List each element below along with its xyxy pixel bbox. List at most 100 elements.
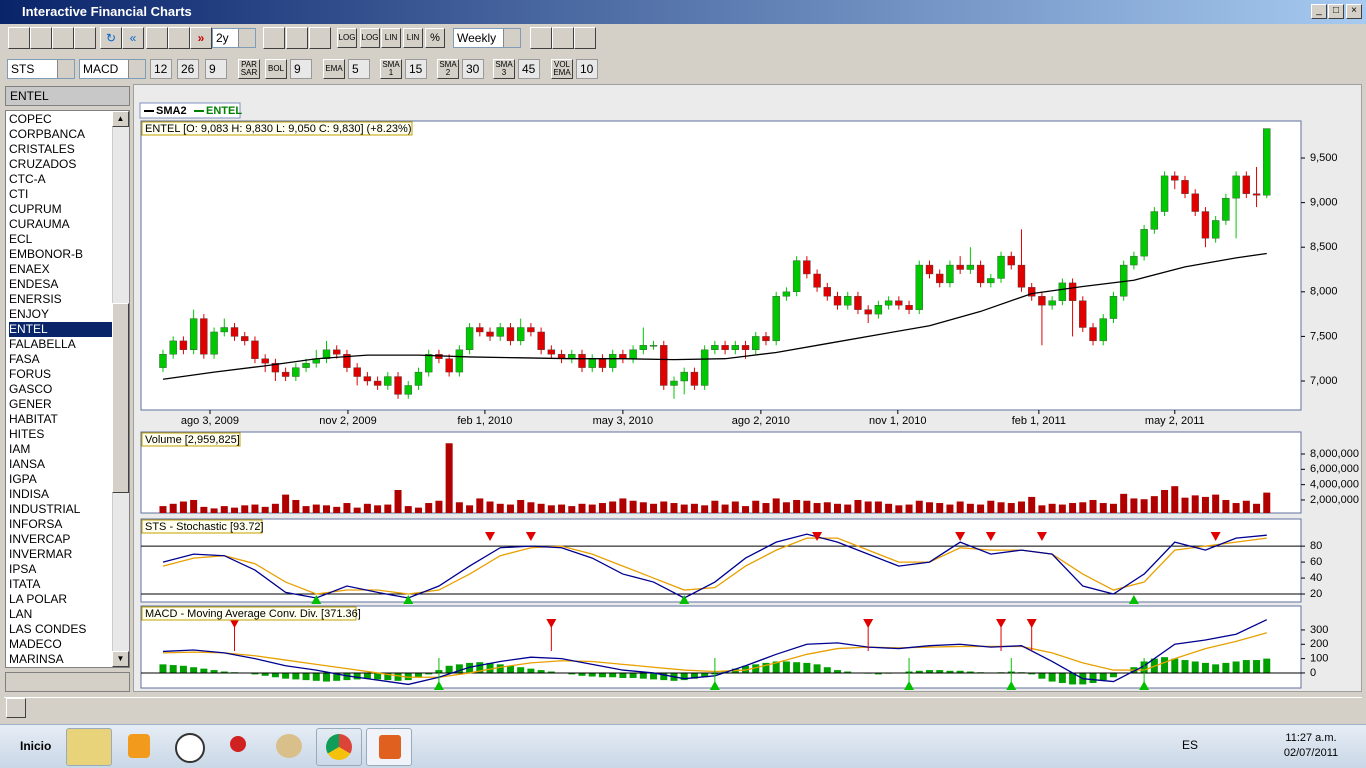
taskbar-app[interactable]: [66, 728, 112, 766]
ticker[interactable]: ECL: [9, 232, 33, 246]
ticker[interactable]: INVERCAP: [9, 532, 71, 546]
scale-button[interactable]: LIN: [381, 28, 401, 48]
forward-button[interactable]: »: [190, 27, 212, 49]
tool-button[interactable]: [552, 27, 574, 49]
taskbar-app[interactable]: [116, 728, 162, 766]
ticker[interactable]: HITES: [9, 427, 45, 441]
bar-chart-button[interactable]: [286, 27, 308, 49]
ticker[interactable]: HABITAT: [9, 412, 58, 426]
param-input[interactable]: 10: [576, 59, 598, 79]
time: 11:27 a.m.: [1285, 732, 1337, 744]
ticker[interactable]: CRISTALES: [9, 142, 75, 156]
minimize[interactable]: _: [1311, 4, 1327, 19]
line-chart-button[interactable]: [263, 27, 285, 49]
fit-button[interactable]: [6, 698, 26, 718]
ticker[interactable]: INDUSTRIAL: [9, 502, 81, 516]
scroll-down[interactable]: ▼: [112, 651, 129, 667]
param-input[interactable]: 9: [205, 59, 227, 79]
ticker[interactable]: INDISA: [9, 487, 50, 501]
indicator-button[interactable]: VOL EMA: [551, 59, 573, 79]
clock[interactable]: 11:27 a.m. 02/07/2011: [1276, 731, 1346, 763]
ticker[interactable]: MADECO: [9, 637, 62, 651]
param-input[interactable]: 45: [518, 59, 540, 79]
ticker[interactable]: IPSA: [9, 562, 37, 576]
scroll-up[interactable]: ▲: [112, 111, 129, 127]
ticker[interactable]: ENTEL: [9, 322, 113, 337]
study-select[interactable]: STS: [7, 59, 75, 79]
indicator-button[interactable]: BOL: [265, 59, 287, 79]
close[interactable]: ×: [1346, 4, 1362, 19]
scroll-thumb[interactable]: [112, 303, 129, 493]
ticker[interactable]: ENJOY: [9, 307, 50, 321]
ticker[interactable]: ENERSIS: [9, 292, 62, 306]
ticker[interactable]: LAS CONDES: [9, 622, 87, 636]
param-input[interactable]: 26: [177, 59, 199, 79]
param-input[interactable]: 5: [348, 59, 370, 79]
ticker[interactable]: FORUS: [9, 367, 51, 381]
ticker[interactable]: CRUZADOS: [9, 157, 77, 171]
ticker[interactable]: ITATA: [9, 577, 41, 591]
indicator-button[interactable]: SMA 3: [493, 59, 515, 79]
tool-button[interactable]: [530, 27, 552, 49]
ticker[interactable]: IAM: [9, 442, 31, 456]
ticker[interactable]: CORPBANCA: [9, 127, 86, 141]
ticker[interactable]: CTI: [9, 187, 29, 201]
ticker[interactable]: LA POLAR: [9, 592, 68, 606]
tool-button[interactable]: [74, 27, 96, 49]
tool-button[interactable]: [8, 27, 30, 49]
ticker[interactable]: LAN: [9, 607, 33, 621]
zoom-in[interactable]: [146, 27, 168, 49]
start-button[interactable]: Inicio: [2, 730, 54, 762]
study-select[interactable]: MACD: [79, 59, 146, 79]
maximize[interactable]: □: [1328, 4, 1344, 19]
taskbar-app[interactable]: [166, 728, 212, 766]
ticker[interactable]: IANSA: [9, 457, 46, 471]
interval-select[interactable]: Weekly: [453, 28, 521, 48]
taskbar-app[interactable]: [216, 728, 262, 766]
back-button[interactable]: «: [122, 27, 144, 49]
tool-button[interactable]: [574, 27, 596, 49]
start-label: Inicio: [20, 739, 52, 753]
indicator-button[interactable]: SMA 1: [380, 59, 402, 79]
tool-button[interactable]: [30, 27, 52, 49]
ticker[interactable]: CUPRUM: [9, 202, 62, 216]
period-select[interactable]: 2y: [212, 28, 256, 48]
refresh-button[interactable]: ↻: [100, 27, 122, 49]
ticker[interactable]: ENDESA: [9, 277, 59, 291]
taskbar-app[interactable]: [266, 728, 312, 766]
zoom-out[interactable]: [168, 27, 190, 49]
param-input[interactable]: 30: [462, 59, 484, 79]
indicator: SMA 3: [495, 60, 513, 77]
ticker[interactable]: EMBONOR-B: [9, 247, 84, 261]
candle-chart-button[interactable]: [309, 27, 331, 49]
ticker[interactable]: INFORSA: [9, 517, 63, 531]
scale-button[interactable]: LIN: [403, 28, 423, 48]
ticker-list: COPEC CORPBANCA CRISTALES CRUZADOS CTC-A CTI C…: [5, 110, 130, 668]
indicator-button[interactable]: EMA: [323, 59, 345, 79]
ticker[interactable]: CURAUMA: [9, 217, 70, 231]
ticker[interactable]: IGPA: [9, 472, 37, 486]
ticker[interactable]: GENER: [9, 397, 52, 411]
taskbar-app[interactable]: [366, 728, 412, 766]
ticker[interactable]: FALABELLA: [9, 337, 76, 351]
ticker[interactable]: CTC-A: [9, 172, 46, 186]
taskbar-app[interactable]: [316, 728, 362, 766]
param-input[interactable]: 9: [290, 59, 312, 79]
ticker[interactable]: FASA: [9, 352, 40, 366]
param: 10: [580, 62, 594, 76]
ticker[interactable]: ENAEX: [9, 262, 50, 276]
ticker[interactable]: INVERMAR: [9, 547, 73, 561]
param-input[interactable]: 12: [150, 59, 172, 79]
indicator-button[interactable]: SMA 2: [437, 59, 459, 79]
ticker[interactable]: GASCO: [9, 382, 53, 396]
indicator-button[interactable]: PAR SAR: [238, 59, 260, 79]
tool-button[interactable]: [52, 27, 74, 49]
scale-button[interactable]: LOG: [337, 28, 357, 48]
ticker[interactable]: MARINSA: [9, 652, 64, 666]
param-input[interactable]: 15: [405, 59, 427, 79]
ticker[interactable]: COPEC: [9, 112, 52, 126]
selected-symbol-text: ENTEL: [10, 89, 49, 103]
percent-button[interactable]: %: [425, 28, 445, 48]
scale-button[interactable]: LOG: [360, 28, 380, 48]
language[interactable]: ES: [1182, 738, 1202, 754]
